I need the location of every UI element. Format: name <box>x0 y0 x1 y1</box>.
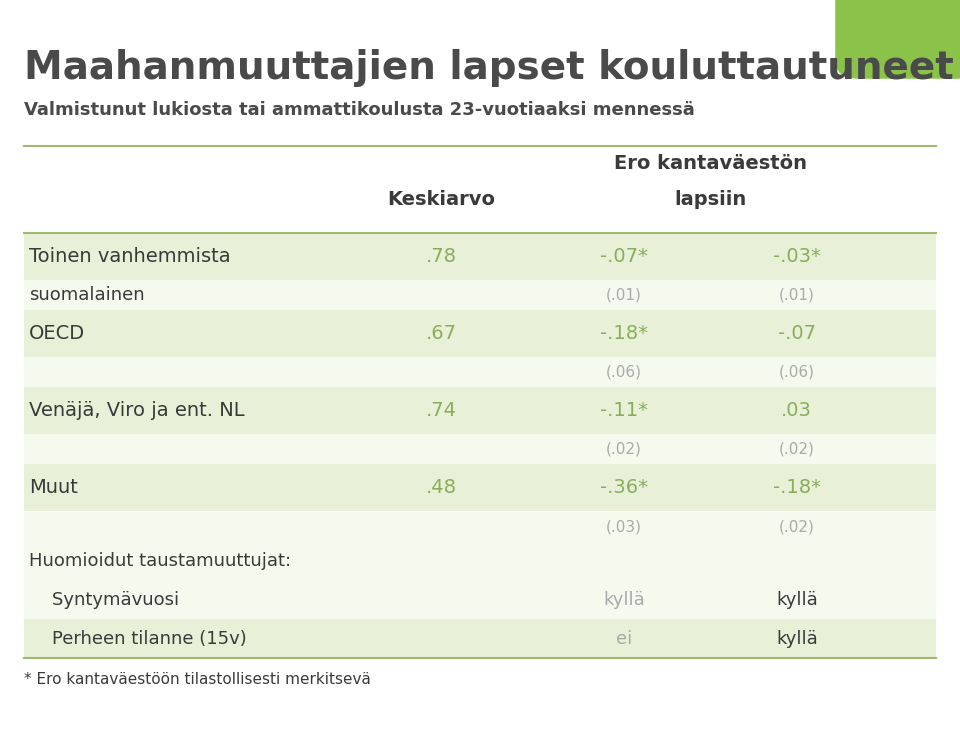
Text: Toinen vanhemmista: Toinen vanhemmista <box>29 247 230 266</box>
Text: .67: .67 <box>426 324 457 343</box>
Text: -.03*: -.03* <box>773 247 821 266</box>
Text: Maahanmuuttajien lapset kouluttautuneet heikosti: Maahanmuuttajien lapset kouluttautuneet … <box>24 49 960 87</box>
Text: Keskiarvo: Keskiarvo <box>388 190 495 209</box>
Text: kyllä: kyllä <box>776 630 818 648</box>
Text: (.01): (.01) <box>606 287 642 302</box>
Text: (.06): (.06) <box>779 364 815 380</box>
Text: Perheen tilanne (15v): Perheen tilanne (15v) <box>29 630 247 648</box>
Bar <box>24 387 936 434</box>
Text: Muut: Muut <box>29 478 78 497</box>
Text: (.01): (.01) <box>779 287 815 302</box>
Text: -.07: -.07 <box>778 324 816 343</box>
Bar <box>24 542 936 580</box>
FancyBboxPatch shape <box>835 0 960 79</box>
Text: (.03): (.03) <box>606 519 642 534</box>
Text: -.11*: -.11* <box>600 401 648 420</box>
Text: ei: ei <box>616 630 632 648</box>
Text: OECD: OECD <box>29 324 84 343</box>
Bar <box>24 620 936 658</box>
Text: Venäjä, Viro ja ent. NL: Venäjä, Viro ja ent. NL <box>29 401 245 420</box>
Text: Ero kantaväestön: Ero kantaväestön <box>613 154 807 173</box>
Text: .03: .03 <box>781 401 812 420</box>
Text: Valmistunut lukiosta tai ammattikoulusta 23-vuotiaaksi mennessä: Valmistunut lukiosta tai ammattikoulusta… <box>24 101 695 119</box>
Text: .48: .48 <box>426 478 457 497</box>
Bar <box>24 357 936 387</box>
Text: Huomioidut taustamuuttujat:: Huomioidut taustamuuttujat: <box>29 552 291 570</box>
Text: suomalainen: suomalainen <box>29 286 144 304</box>
Text: lapsiin: lapsiin <box>674 190 747 209</box>
Text: -.18*: -.18* <box>600 324 648 343</box>
Text: Syntymävuosi: Syntymävuosi <box>29 591 179 609</box>
Text: (.06): (.06) <box>606 364 642 380</box>
Bar <box>24 512 936 542</box>
Text: (.02): (.02) <box>779 442 815 457</box>
Bar <box>24 310 936 357</box>
Bar <box>24 434 936 464</box>
Text: (.02): (.02) <box>779 519 815 534</box>
Text: .74: .74 <box>426 401 457 420</box>
Text: .78: .78 <box>426 247 457 266</box>
Text: kyllä: kyllä <box>603 591 645 609</box>
Bar <box>24 464 936 512</box>
Bar <box>24 280 936 310</box>
Text: * Ero kantaväestöön tilastollisesti merkitsevä: * Ero kantaväestöön tilastollisesti merk… <box>24 672 371 687</box>
Text: -.36*: -.36* <box>600 478 648 497</box>
Bar <box>24 580 936 620</box>
Bar <box>24 232 936 280</box>
Text: (.02): (.02) <box>606 442 642 457</box>
Text: kyllä: kyllä <box>776 591 818 609</box>
Text: -.07*: -.07* <box>600 247 648 266</box>
Text: -.18*: -.18* <box>773 478 821 497</box>
